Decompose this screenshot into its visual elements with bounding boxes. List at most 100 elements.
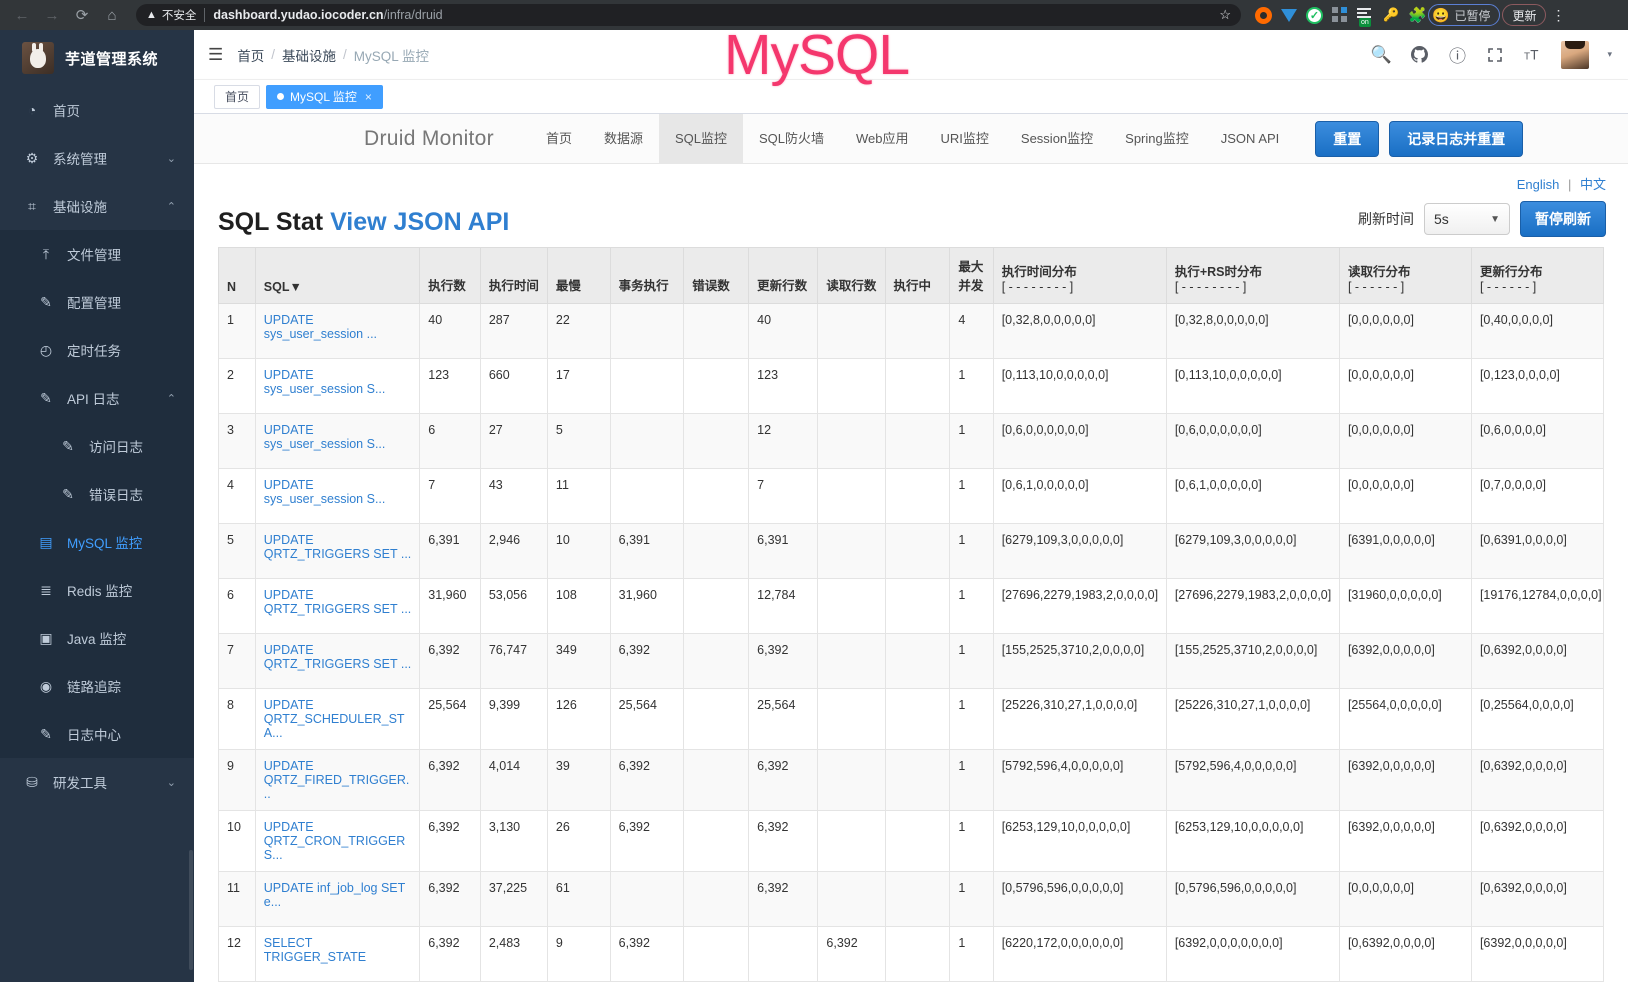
sql-link[interactable]: UPDATE QRTZ_TRIGGERS SET ... (263, 588, 412, 616)
extensions-puzzle-icon[interactable]: 🧩 (1408, 7, 1427, 24)
star-icon[interactable]: ☆ (1219, 7, 1231, 22)
sql-link[interactable]: UPDATE QRTZ_SCHEDULER_STA... (263, 698, 405, 740)
log-and-reset-button[interactable]: 记录日志并重置 (1389, 120, 1524, 157)
cell-sql[interactable]: UPDATE sys_user_session S... (254, 468, 421, 524)
sql-link[interactable]: UPDATE sys_user_session ... (263, 313, 378, 341)
druid-nav-0[interactable]: 首页 (545, 130, 572, 146)
sql-link[interactable]: SELECT TRIGGER_STATE (263, 936, 367, 964)
sidebar-item-14[interactable]: ⛁ 研发工具 ⌄ (0, 758, 194, 806)
druid-nav-items: 首页 数据源 SQL监控 SQL防火墙 Web应用 URI监控 Session监控 Sprin… (530, 114, 1295, 164)
druid-nav-1[interactable]: 数据源 (603, 130, 643, 146)
back-arrow-icon[interactable]: ← (14, 6, 30, 24)
search-icon[interactable]: 🔍 (1370, 44, 1393, 64)
druid-nav-8[interactable]: JSON API (1220, 130, 1280, 146)
cell-sql[interactable]: SELECT TRIGGER_STATE (254, 926, 421, 982)
breadcrumb-item-0[interactable]: 首页 (237, 48, 265, 64)
refresh-interval-select[interactable]: 5s ▼ (1424, 203, 1510, 235)
cell-slowest: 39 (546, 749, 611, 811)
cell-sql[interactable]: UPDATE inf_job_log SET e... (254, 871, 421, 927)
extension-orange-icon[interactable] (1255, 6, 1272, 24)
pause-refresh-button[interactable]: 暂停刷新 (1520, 201, 1606, 237)
reset-button[interactable]: 重置 (1315, 120, 1380, 157)
cell-sql[interactable]: UPDATE QRTZ_FIRED_TRIGGER... (254, 749, 421, 811)
cell-update_row_dist: [0,6392,0,0,0,0] (1470, 633, 1605, 689)
sidebar-item-8[interactable]: ✎ 错误日志 (0, 470, 194, 518)
sidebar-item-3[interactable]: ⤒ 文件管理 (0, 230, 194, 278)
cell-update_rows: 6,392 (748, 749, 819, 811)
sql-link[interactable]: UPDATE sys_user_session S... (263, 423, 386, 451)
address-bar[interactable]: ▲ 不安全 dashboard.yudao.iocoder.cn /infra/… (136, 4, 1241, 26)
sql-link[interactable]: UPDATE QRTZ_TRIGGERS SET ... (263, 533, 412, 561)
sidebar-item-7[interactable]: ✎ 访问日志 (0, 422, 194, 470)
forward-arrow-icon[interactable]: → (44, 6, 60, 24)
cell-sql[interactable]: UPDATE sys_user_session S... (254, 358, 421, 414)
sidebar-item-5[interactable]: ◴ 定时任务 (0, 326, 194, 374)
cell-sql[interactable]: UPDATE sys_user_session S... (254, 413, 421, 469)
github-icon[interactable] (1409, 45, 1429, 65)
druid-nav-7[interactable]: Spring监控 (1125, 130, 1189, 146)
cell-sql[interactable]: UPDATE QRTZ_SCHEDULER_STA... (254, 688, 421, 750)
sql-link[interactable]: UPDATE QRTZ_TRIGGERS SET ... (263, 643, 412, 671)
sql-link[interactable]: UPDATE sys_user_session S... (263, 478, 386, 506)
druid-nav-6[interactable]: Session监控 (1020, 130, 1094, 146)
lang-english-link[interactable]: English (1516, 177, 1560, 192)
sidebar-item-2[interactable]: ⌗ 基础设施 ⌃ (0, 182, 194, 230)
help-icon[interactable]: ⓘ (1448, 47, 1466, 66)
druid-nav-3[interactable]: SQL防火墙 (759, 130, 825, 146)
cell-sql[interactable]: UPDATE QRTZ_CRON_TRIGGERS... (254, 810, 421, 872)
cell-read_rows (817, 523, 886, 579)
cell-sql[interactable]: UPDATE QRTZ_TRIGGERS SET ... (254, 523, 421, 579)
update-button[interactable]: 更新 (1502, 4, 1547, 26)
cell-errors (683, 358, 750, 414)
extension-grid-icon[interactable] (1332, 7, 1348, 23)
sidebar-item-11[interactable]: ▣ Java 监控 (0, 614, 194, 662)
sidebar-item-0[interactable]: ◔ 首页 (0, 86, 194, 134)
cell-sql[interactable]: UPDATE QRTZ_TRIGGERS SET ... (254, 633, 421, 689)
brand[interactable]: 芋道管理系统 (0, 30, 194, 86)
sidebar-item-4[interactable]: ✎ 配置管理 (0, 278, 194, 326)
sql-link[interactable]: UPDATE QRTZ_CRON_TRIGGERS... (263, 820, 406, 862)
sql-link[interactable]: UPDATE inf_job_log SET e... (263, 881, 406, 909)
cell-exec_time_dist: [0,113,10,0,0,0,0,0] (992, 358, 1167, 414)
reload-icon[interactable]: ⟳ (75, 7, 89, 24)
close-icon[interactable]: × (364, 89, 372, 104)
cell-sql[interactable]: UPDATE sys_user_session ... (254, 303, 421, 359)
chevron-down-icon[interactable]: ▾ (1607, 49, 1612, 59)
sidebar-item-6[interactable]: ✎ API 日志 ⌃ (0, 374, 194, 422)
cell-read_rows (817, 303, 886, 359)
fullscreen-icon[interactable] (1485, 45, 1505, 65)
hamburger-icon[interactable]: ☰ (208, 44, 224, 64)
extension-key-icon[interactable]: 🔑 (1383, 7, 1400, 22)
breadcrumb-item-1[interactable]: 基础设施 (282, 48, 337, 64)
sql-link[interactable]: UPDATE sys_user_session S... (263, 368, 386, 396)
avatar[interactable] (1561, 40, 1590, 69)
cell-sql[interactable]: UPDATE QRTZ_TRIGGERS SET ... (254, 578, 421, 634)
sidebar-item-10[interactable]: ≣ Redis 监控 (0, 566, 194, 614)
extension-check-icon[interactable]: ✓ (1306, 6, 1323, 24)
sql-link[interactable]: UPDATE QRTZ_FIRED_TRIGGER... (263, 759, 410, 801)
sidebar-item-9[interactable]: ▤ MySQL 监控 (0, 518, 194, 566)
column-header-1[interactable]: SQL▼ (254, 247, 421, 304)
sidebar-item-1[interactable]: ⚙ 系统管理 ⌄ (0, 134, 194, 182)
cell-max_concurrent: 1 (949, 810, 994, 872)
extension-lines-icon[interactable]: on (1357, 7, 1374, 27)
cell-errors (683, 810, 750, 872)
extension-diamond-icon[interactable] (1281, 8, 1297, 22)
page-tab-0[interactable]: 首页 (214, 84, 261, 109)
druid-nav-5[interactable]: URI监控 (940, 130, 989, 146)
home-icon[interactable]: ⌂ (107, 6, 117, 24)
column-header-11: 执行时间分布[ - - - - - - - - ] (992, 247, 1167, 304)
druid-nav-4[interactable]: Web应用 (856, 130, 909, 146)
page-tab-1[interactable]: MySQL 监控 × (266, 84, 383, 109)
sidebar-scrollbar[interactable] (189, 850, 193, 970)
paused-profile-pill[interactable]: 😀 已暂停 (1428, 4, 1501, 26)
sidebar-item-12[interactable]: ◉ 链路追踪 (0, 662, 194, 710)
sidebar: 芋道管理系统 ◔ 首页 ⚙ 系统管理 ⌄ ⌗ 基础设施 ⌃ ⤒ 文件管理 ✎ 配置管理 ◴ 定时任务 ✎ AP… (0, 30, 194, 982)
sidebar-item-13[interactable]: ✎ 日志中心 (0, 710, 194, 758)
cell-errors (683, 523, 750, 579)
druid-nav-2[interactable]: SQL监控 (658, 114, 743, 164)
view-json-api-link[interactable]: View JSON API (330, 208, 510, 236)
kebab-menu-icon[interactable]: ⋮ (1551, 7, 1566, 23)
lang-chinese-link[interactable]: 中文 (1579, 177, 1606, 192)
